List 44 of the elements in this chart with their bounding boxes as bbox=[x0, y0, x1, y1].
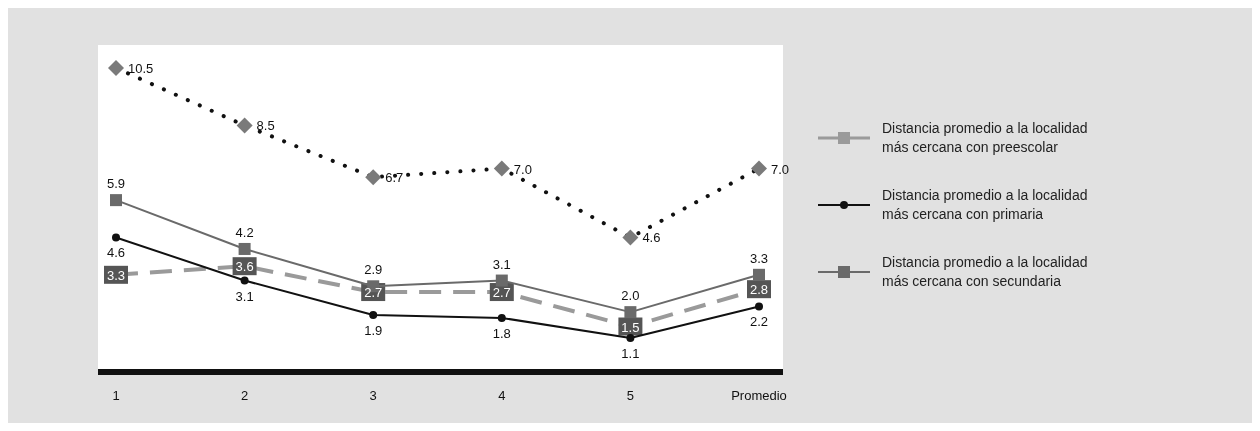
x-tick-label: 3 bbox=[369, 388, 377, 403]
data-label: 7.0 bbox=[513, 161, 532, 177]
point bbox=[624, 306, 637, 319]
point bbox=[495, 274, 508, 287]
data-label: 1.1 bbox=[621, 346, 640, 361]
point bbox=[110, 194, 122, 207]
data-label: 3.3 bbox=[106, 267, 126, 283]
legend-label: Distancia promedio a la localidad más cercana con secundaria bbox=[882, 254, 1088, 289]
point bbox=[755, 302, 763, 311]
data-label: 2.7 bbox=[492, 285, 511, 301]
data-label: 2.8 bbox=[749, 282, 769, 298]
x-tick-label: 4 bbox=[498, 388, 506, 403]
x-tick-label: Promedio bbox=[731, 388, 787, 403]
x-tick-label: 5 bbox=[626, 388, 635, 403]
point bbox=[238, 242, 251, 255]
x-tick-label: 2 bbox=[240, 388, 249, 403]
data-label: 7.0 bbox=[771, 161, 790, 177]
x-tick-label: 1 bbox=[112, 388, 120, 403]
point bbox=[240, 276, 249, 285]
data-label: 3.1 bbox=[492, 256, 511, 272]
point bbox=[369, 311, 378, 320]
data-label: 4.6 bbox=[106, 245, 126, 261]
data-label: 1.9 bbox=[364, 323, 383, 339]
point bbox=[497, 313, 506, 322]
data-label: 2.0 bbox=[621, 288, 640, 304]
point bbox=[626, 334, 635, 342]
data-label: 5.9 bbox=[106, 176, 126, 192]
data-label: 2.2 bbox=[749, 314, 769, 330]
data-label: 6.7 bbox=[385, 170, 404, 186]
data-label: 2.7 bbox=[364, 285, 383, 301]
data-label: 8.5 bbox=[256, 118, 275, 134]
data-label: 2.9 bbox=[364, 262, 383, 278]
point bbox=[112, 233, 120, 242]
data-label: 4.6 bbox=[642, 230, 661, 246]
data-label: 10.5 bbox=[128, 61, 154, 76]
data-label: 4.2 bbox=[235, 224, 254, 240]
legend-label: Distancia promedio a la localidad más cercana con preescolar bbox=[882, 120, 1088, 155]
data-label: 3.6 bbox=[235, 259, 254, 275]
point bbox=[753, 268, 765, 281]
data-label: 1.8 bbox=[492, 325, 511, 341]
legend-label: Distancia promedio a la localidad más cercana con primaria bbox=[882, 187, 1088, 222]
data-label: 1.5 bbox=[621, 319, 640, 335]
data-label: 3.3 bbox=[749, 250, 769, 266]
data-label: 3.1 bbox=[235, 288, 254, 304]
